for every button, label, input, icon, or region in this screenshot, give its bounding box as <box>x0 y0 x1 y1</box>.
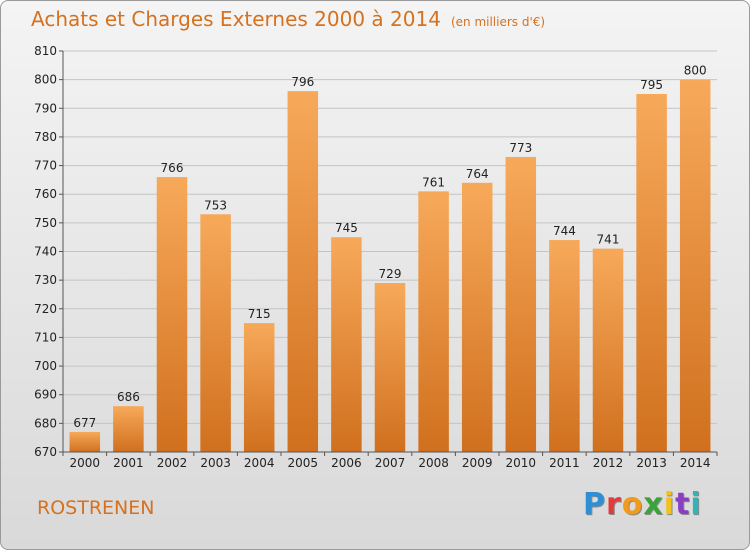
x-tick-label-2003: 2003 <box>200 456 231 470</box>
x-tick-label-2010: 2010 <box>506 456 537 470</box>
x-tick-label-2000: 2000 <box>70 456 101 470</box>
bar-2013 <box>636 93 667 452</box>
value-label-2013: 795 <box>640 78 663 92</box>
bar-2001 <box>113 406 144 452</box>
bar-2004 <box>243 323 275 452</box>
bar-2000 <box>69 431 101 452</box>
y-tick-label: 720 <box>34 302 57 316</box>
value-label-2010: 773 <box>509 141 532 155</box>
value-label-2006: 745 <box>335 221 358 235</box>
y-tick-label: 730 <box>34 273 57 287</box>
x-tick-label-2002: 2002 <box>157 456 188 470</box>
y-tick-label: 700 <box>34 359 57 373</box>
value-label-2001: 686 <box>117 390 140 404</box>
x-tick-label-2006: 2006 <box>331 456 362 470</box>
x-tick-label-2005: 2005 <box>288 456 319 470</box>
bar-2007 <box>374 283 406 452</box>
y-tick-label: 690 <box>34 388 57 402</box>
x-tick-label-2014: 2014 <box>680 456 711 470</box>
value-label-2003: 753 <box>204 198 227 212</box>
bar-2011 <box>549 240 580 452</box>
value-label-2012: 741 <box>597 233 620 247</box>
chart-title: Achats et Charges Externes 2000 à 2014 (e… <box>31 7 545 31</box>
bar-2012 <box>592 248 624 452</box>
bar-2008 <box>418 191 449 452</box>
y-tick-label: 670 <box>34 445 57 459</box>
y-tick-label: 790 <box>34 101 57 115</box>
value-label-2008: 761 <box>422 175 445 189</box>
y-tick-label: 780 <box>34 130 57 144</box>
y-tick-label: 680 <box>34 416 57 430</box>
value-label-2007: 729 <box>379 267 402 281</box>
x-tick-label-2007: 2007 <box>375 456 406 470</box>
y-tick-label: 770 <box>34 159 57 173</box>
y-tick-label: 750 <box>34 216 57 230</box>
labels: 670 680 690 700 710 720 730 740 750 760 770 780 790 8… <box>34 44 710 470</box>
y-tick-label: 740 <box>34 245 57 259</box>
x-tick-label-2011: 2011 <box>549 456 580 470</box>
value-label-2005: 796 <box>291 75 314 89</box>
value-label-2014: 800 <box>684 64 707 78</box>
x-tick-label-2008: 2008 <box>418 456 449 470</box>
y-tick-label: 800 <box>34 73 57 87</box>
x-tick-label-2009: 2009 <box>462 456 493 470</box>
x-tick-label-2004: 2004 <box>244 456 275 470</box>
value-label-2011: 744 <box>553 224 576 238</box>
bar-2009 <box>461 182 493 452</box>
chart-title-text: Achats et Charges Externes 2000 à 2014 <box>31 7 441 31</box>
x-tick-label-2012: 2012 <box>593 456 624 470</box>
bar-2005 <box>287 91 319 452</box>
proxiti-logo: Proxiti <box>583 487 702 522</box>
value-label-2004: 715 <box>248 307 271 321</box>
value-label-2002: 766 <box>161 161 184 175</box>
bar-2006 <box>331 237 362 452</box>
value-label-2009: 764 <box>466 167 489 181</box>
bar-2014 <box>679 79 711 453</box>
bar-2003 <box>200 214 231 452</box>
axes <box>59 50 718 456</box>
y-tick-label: 710 <box>34 330 57 344</box>
value-label-2000: 677 <box>73 416 96 430</box>
bar-2002 <box>156 177 188 452</box>
place-name: ROSTRENEN <box>37 497 155 519</box>
bars <box>69 79 711 453</box>
chart-subtitle: (en milliers d'€) <box>450 15 546 29</box>
y-tick-label: 760 <box>34 187 57 201</box>
x-tick-label-2001: 2001 <box>113 456 144 470</box>
x-tick-label-2013: 2013 <box>636 456 667 470</box>
y-tick-label: 810 <box>34 44 57 58</box>
bar-2010 <box>505 156 537 452</box>
